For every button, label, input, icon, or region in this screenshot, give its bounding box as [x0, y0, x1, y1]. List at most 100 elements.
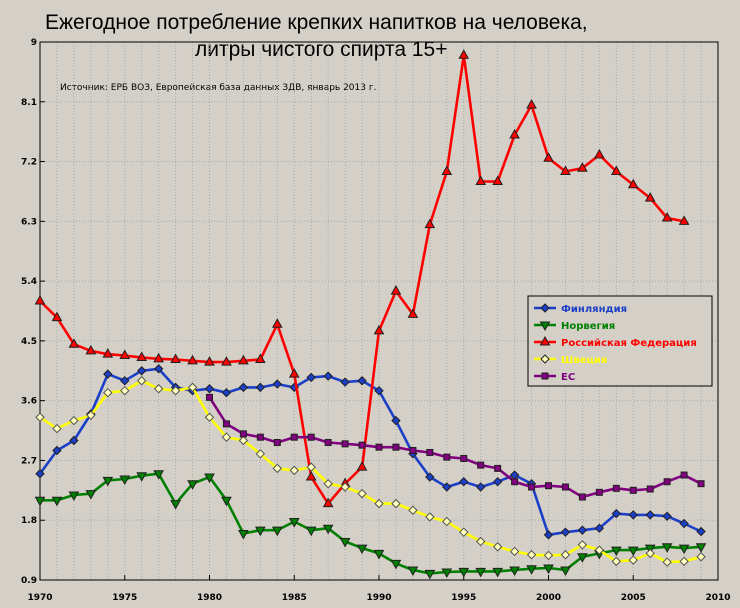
- data-point: [578, 493, 586, 501]
- data-point: [35, 469, 45, 479]
- data-point: [460, 454, 468, 462]
- y-tick-label: 6.3: [21, 217, 37, 227]
- data-point: [577, 525, 588, 535]
- data-point: [390, 285, 402, 295]
- data-point: [103, 369, 113, 379]
- data-point: [254, 526, 266, 537]
- data-point: [307, 433, 315, 441]
- data-point: [661, 543, 673, 553]
- data-point: [374, 498, 384, 509]
- data-point: [357, 488, 367, 499]
- data-point: [543, 550, 554, 561]
- data-point: [459, 476, 469, 487]
- data-point: [187, 480, 198, 490]
- data-point: [662, 511, 672, 521]
- data-point: [392, 443, 400, 451]
- data-point: [661, 211, 673, 222]
- data-point: [477, 461, 485, 469]
- y-tick-label: 9: [31, 38, 37, 48]
- data-point: [425, 512, 435, 522]
- data-point: [120, 385, 130, 396]
- data-point: [629, 486, 637, 494]
- legend-swatch-marker: [539, 335, 551, 346]
- data-point: [408, 505, 418, 515]
- data-point: [290, 433, 298, 441]
- data-point: [153, 384, 164, 394]
- data-point: [136, 366, 147, 376]
- data-point: [102, 348, 114, 358]
- data-point: [442, 516, 452, 527]
- data-point: [204, 473, 215, 484]
- data-point: [103, 387, 113, 398]
- data-point: [697, 480, 705, 488]
- data-point: [560, 527, 571, 537]
- series-line: [39, 379, 702, 564]
- y-tick-label: 7.2: [21, 158, 37, 168]
- data-point: [560, 165, 571, 176]
- data-point: [696, 526, 706, 537]
- series-line: [40, 472, 702, 575]
- data-point: [340, 377, 350, 387]
- data-point: [170, 353, 181, 363]
- legend-label: Швеция: [561, 355, 607, 366]
- legend-entry: Финляндия: [534, 303, 627, 315]
- data-point: [288, 518, 300, 528]
- data-point: [545, 482, 552, 490]
- data-point: [221, 496, 232, 507]
- data-point: [526, 99, 537, 109]
- data-point: [663, 478, 671, 486]
- data-point: [509, 128, 520, 139]
- x-tick-label: 2005: [621, 593, 646, 603]
- data-point: [680, 471, 688, 479]
- data-point: [475, 482, 486, 492]
- chart-title-line1: Ежегодное потребление крепких напитков н…: [45, 11, 588, 34]
- data-point: [593, 148, 605, 159]
- y-tick-label: 8.1: [21, 98, 37, 108]
- data-point: [442, 482, 452, 492]
- data-point: [409, 446, 417, 454]
- data-point: [120, 376, 130, 386]
- data-point: [492, 476, 503, 487]
- data-point: [441, 165, 453, 176]
- data-point: [136, 376, 147, 386]
- data-point: [594, 523, 605, 533]
- x-tick-label: 1980: [197, 593, 222, 603]
- data-point: [136, 472, 148, 482]
- data-point: [696, 552, 706, 562]
- data-point: [494, 464, 502, 472]
- data-point: [341, 440, 349, 448]
- data-point: [577, 162, 588, 172]
- series-5: [206, 393, 705, 501]
- data-point: [34, 496, 46, 507]
- x-tick-label: 2000: [536, 593, 561, 603]
- series-4: [35, 376, 706, 567]
- data-point: [577, 540, 588, 550]
- data-point: [187, 382, 198, 393]
- data-point: [68, 491, 80, 502]
- series-layer: [34, 49, 707, 580]
- data-point: [425, 472, 435, 482]
- y-tick-label: 0.9: [21, 576, 37, 586]
- data-point: [256, 433, 264, 441]
- data-point: [69, 435, 79, 446]
- data-point: [458, 567, 470, 578]
- data-point: [51, 496, 63, 507]
- data-point: [475, 175, 487, 185]
- data-point: [424, 218, 436, 229]
- data-point: [391, 415, 401, 426]
- legend-label: Финляндия: [561, 304, 627, 315]
- data-point: [374, 385, 384, 396]
- data-point: [375, 443, 383, 451]
- data-point: [678, 544, 690, 555]
- y-tick-label: 3.6: [21, 397, 37, 407]
- data-point: [221, 387, 232, 398]
- data-point: [511, 478, 519, 486]
- data-point: [289, 465, 299, 476]
- data-point: [594, 545, 605, 555]
- data-point: [271, 526, 283, 537]
- data-point: [390, 559, 402, 570]
- data-point: [204, 412, 215, 422]
- data-point: [119, 475, 131, 486]
- x-tick-label: 1990: [366, 593, 391, 603]
- data-point: [679, 556, 689, 567]
